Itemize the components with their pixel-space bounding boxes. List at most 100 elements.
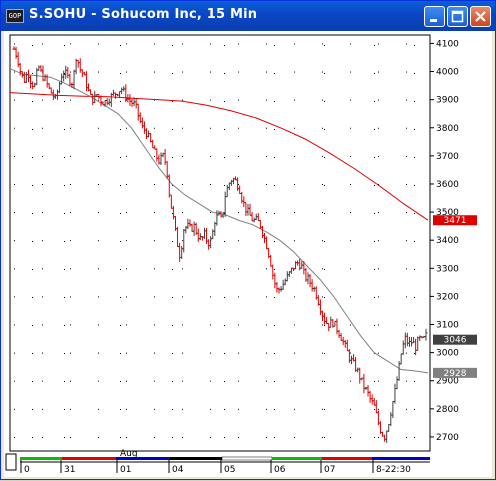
- grid-dot: [172, 381, 173, 382]
- grid-dot: [120, 353, 121, 354]
- price-chart[interactable]: 4100 4000 3900 3800 3700 3600 3500 3400 3300 3200…: [4, 31, 492, 477]
- y-tick-label: 3000: [436, 349, 459, 359]
- grid-dot: [324, 409, 325, 410]
- grid-dot: [182, 352, 183, 354]
- grid-dot: [238, 155, 239, 157]
- grid-dot: [64, 297, 65, 298]
- grid-dot: [120, 269, 121, 270]
- grid: [9, 34, 431, 452]
- grid-dot: [324, 73, 325, 74]
- grid-dot: [154, 127, 155, 129]
- grid-dot: [238, 43, 239, 45]
- y-tick-label: 3800: [436, 124, 459, 134]
- grid-dot: [374, 269, 375, 270]
- grid-dot: [414, 101, 415, 102]
- grid-dot: [294, 352, 295, 354]
- grid-dot: [274, 213, 275, 214]
- grid-dot: [324, 45, 325, 46]
- grid-dot: [42, 212, 43, 214]
- grid-dot: [294, 43, 295, 45]
- title-bar[interactable]: GOP S.SOHU - Sohucom Inc, 15 Min: [1, 1, 495, 31]
- grid-dot: [210, 212, 211, 214]
- grid-dot: [374, 381, 375, 382]
- grid-dot: [210, 71, 211, 73]
- chart-app-icon[interactable]: GOP: [6, 9, 24, 23]
- x-axis[interactable]: 0 31 01 04 05 06 07 8-22:30 Aug: [5, 449, 430, 475]
- y-axis: 4100 4000 3900 3800 3700 3600 3500 3400 3300 3200…: [430, 39, 459, 443]
- grid-dot: [274, 381, 275, 382]
- grid-dot: [70, 71, 71, 73]
- grid-dot: [172, 241, 173, 242]
- grid-dot: [374, 409, 375, 410]
- grid-dot: [322, 436, 323, 438]
- grid-dot: [374, 213, 375, 214]
- grid-dot: [14, 296, 15, 298]
- scroll-handle[interactable]: [5, 453, 17, 471]
- grid-dot: [154, 408, 155, 410]
- grid-dot: [322, 212, 323, 214]
- grid-dot: [238, 127, 239, 129]
- grid-dot: [120, 101, 121, 102]
- grid-dot: [350, 183, 351, 185]
- grid-dot: [32, 185, 33, 186]
- grid-dot: [238, 212, 239, 214]
- ma-long-marker: [433, 215, 477, 226]
- grid-dot: [350, 240, 351, 242]
- grid-dot: [324, 129, 325, 130]
- grid-dot: [172, 185, 173, 186]
- grid-dot: [294, 155, 295, 157]
- grid-dot: [182, 380, 183, 382]
- grid-dot: [120, 297, 121, 298]
- chart-area[interactable]: 4100 4000 3900 3800 3700 3600 3500 3400 3300 3200…: [4, 31, 492, 477]
- grid-dot: [294, 183, 295, 185]
- grid-dot: [14, 155, 15, 157]
- grid-dot: [238, 408, 239, 410]
- grid-dot: [350, 380, 351, 382]
- grid-dot: [350, 324, 351, 326]
- y-tick-label: 3100: [436, 321, 459, 331]
- grid-dot: [98, 352, 99, 354]
- grid-dot: [406, 240, 407, 242]
- close-button[interactable]: [470, 6, 491, 27]
- day-strip-segment: [272, 457, 322, 460]
- maximize-button[interactable]: [447, 6, 468, 27]
- grid-dot: [182, 99, 183, 101]
- grid-dot: [266, 127, 267, 129]
- grid-dot: [294, 296, 295, 298]
- grid-dot: [42, 436, 43, 438]
- grid-dot: [32, 381, 33, 382]
- grid-dot: [64, 325, 65, 326]
- grid-dot: [374, 129, 375, 130]
- grid-dot: [70, 380, 71, 382]
- grid-dot: [32, 45, 33, 46]
- grid-dot: [322, 380, 323, 382]
- grid-dot: [406, 212, 407, 214]
- grid-dot: [414, 353, 415, 354]
- grid-dot: [224, 353, 225, 354]
- grid-dot: [98, 240, 99, 242]
- grid-dot: [324, 213, 325, 214]
- grid-dot: [378, 212, 379, 214]
- grid-dot: [266, 296, 267, 298]
- grid-dot: [238, 240, 239, 242]
- grid-dot: [98, 408, 99, 410]
- grid-dot: [374, 157, 375, 158]
- grid-dot: [414, 129, 415, 130]
- grid-dot: [238, 380, 239, 382]
- y-tick-label: 3400: [436, 236, 459, 246]
- grid-dot: [32, 213, 33, 214]
- grid-dot: [126, 352, 127, 354]
- minimize-button[interactable]: [424, 6, 445, 27]
- grid-dot: [98, 268, 99, 270]
- grid-dot: [414, 213, 415, 214]
- x-tick-label: 05: [224, 465, 235, 475]
- grid-dot: [172, 437, 173, 438]
- last-price-marker-label: 3046: [444, 336, 467, 346]
- grid-dot: [120, 325, 121, 326]
- grid-dot: [98, 436, 99, 438]
- grid-dot: [324, 325, 325, 326]
- grid-dot: [414, 157, 415, 158]
- grid-dot: [374, 101, 375, 102]
- grid-dot: [210, 436, 211, 438]
- grid-dot: [406, 268, 407, 270]
